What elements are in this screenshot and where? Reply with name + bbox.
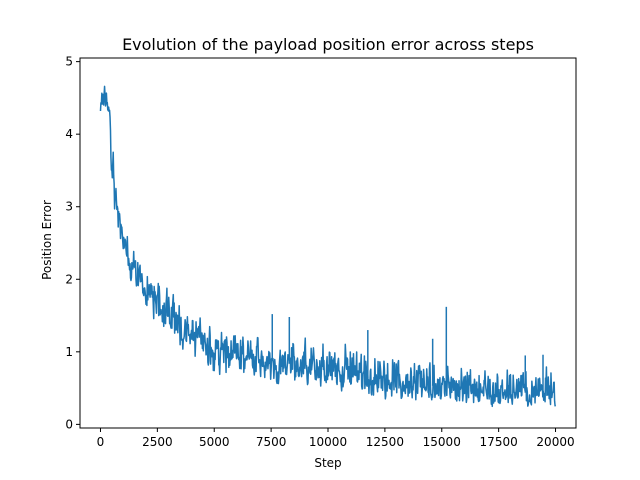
y-tick-label: 2 [65, 272, 73, 286]
y-tick-label: 3 [65, 200, 73, 214]
x-tick-label: 0 [97, 435, 105, 449]
plot-area [79, 57, 577, 429]
series-line [99, 85, 557, 408]
x-axis-label: Step [314, 456, 341, 470]
y-tick-label: 5 [65, 55, 73, 69]
series-layer [99, 85, 557, 408]
x-tick-label: 7500 [256, 435, 287, 449]
y-tick-label: 4 [65, 127, 73, 141]
chart-title: Evolution of the payload position error … [122, 35, 534, 54]
x-axis-ticks: 0 2500 5000 7500 10000 12500 15000 17500 20000 [97, 428, 575, 449]
y-axis-ticks: 0 1 2 3 4 5 [65, 55, 80, 431]
y-axis-label: Position Error [40, 200, 54, 280]
x-tick-label: 5000 [199, 435, 230, 449]
x-tick-label: 20000 [536, 435, 574, 449]
x-tick-label: 2500 [142, 435, 173, 449]
y-tick-label: 1 [65, 345, 73, 359]
x-tick-label: 10000 [309, 435, 347, 449]
x-tick-label: 15000 [423, 435, 461, 449]
x-tick-label: 17500 [480, 435, 518, 449]
y-tick-label: 0 [65, 417, 73, 431]
x-tick-label: 12500 [366, 435, 404, 449]
